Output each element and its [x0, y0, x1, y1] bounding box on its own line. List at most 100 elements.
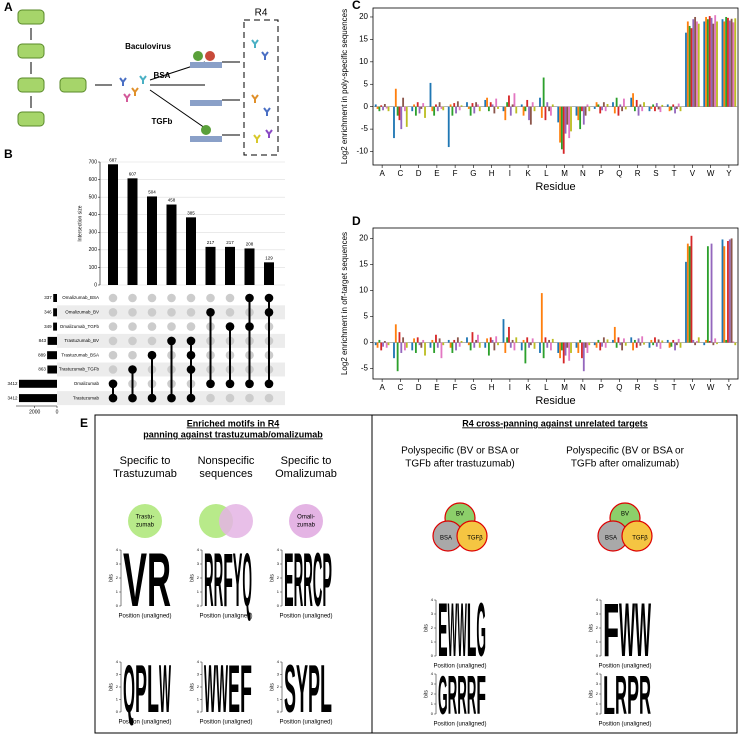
bar	[424, 342, 426, 356]
bar	[637, 338, 640, 343]
logo-x-label: Position (unaligned)	[118, 614, 171, 620]
bar	[385, 106, 388, 109]
set-size-label: 346	[44, 309, 52, 314]
bar	[473, 106, 476, 114]
bar	[225, 246, 235, 285]
bar	[550, 342, 552, 351]
bar	[727, 17, 729, 107]
bar	[398, 106, 401, 121]
empty-dot	[128, 308, 137, 317]
venn-label: zumab	[297, 523, 316, 529]
logo-letter: E	[228, 651, 240, 727]
cell	[59, 77, 87, 93]
bar	[666, 104, 669, 107]
bar	[471, 332, 474, 343]
bar	[453, 339, 456, 343]
member-dot	[186, 365, 196, 374]
x-tick-label: C	[397, 169, 403, 178]
logo-tick-label: 1	[197, 589, 200, 594]
value-label: 129	[265, 256, 273, 261]
bar	[734, 342, 737, 346]
bar	[613, 106, 616, 114]
bar	[568, 342, 571, 361]
x-tick-label: F	[453, 169, 458, 178]
member-dot	[167, 393, 176, 403]
bar	[637, 106, 640, 116]
column-title: Specific to	[120, 455, 171, 467]
bar	[484, 99, 487, 107]
member-dot	[108, 393, 118, 403]
r4-box	[243, 19, 279, 156]
schematic: R4 Baculovirus BSA TGFb	[17, 8, 279, 156]
x-tick-label: N	[580, 383, 586, 392]
bar	[455, 342, 457, 351]
y-tick-label: -5	[361, 124, 369, 133]
bar	[579, 339, 582, 343]
logo-axis-label: bits	[588, 690, 594, 698]
bar	[601, 106, 603, 111]
logo-letter: L	[147, 651, 159, 727]
bar	[632, 342, 634, 351]
x-axis-label: Residue	[535, 395, 575, 407]
bar	[531, 338, 534, 343]
logo-tick-label: 2	[116, 575, 119, 580]
set-size-label: 337	[44, 295, 52, 300]
bar	[697, 23, 700, 107]
member-dot	[245, 293, 254, 303]
bar	[688, 246, 691, 343]
x-tick-label: 2000	[29, 409, 40, 415]
bar	[657, 106, 660, 110]
bar	[672, 104, 675, 107]
bar	[458, 342, 461, 347]
bar	[630, 97, 633, 107]
empty-dot	[147, 322, 157, 331]
bar	[685, 261, 687, 343]
bar	[533, 106, 536, 112]
logo-tick-label: 3	[197, 561, 200, 566]
logo-letter: P	[135, 651, 147, 727]
bar	[497, 106, 499, 109]
logo-axis-label: bits	[588, 624, 594, 632]
logo-letter: Q	[123, 651, 135, 727]
logo-letter: G	[476, 588, 486, 673]
panel-label: C	[352, 0, 361, 12]
bar	[435, 104, 437, 107]
logo-tick-label: 3	[431, 611, 434, 616]
logo-tick-label: 2	[431, 625, 434, 630]
member-dot	[167, 336, 176, 346]
bar	[624, 106, 627, 110]
logo-tick-label: 1	[596, 639, 599, 644]
x-tick-label: Q	[616, 169, 622, 178]
empty-dot	[264, 393, 274, 403]
bar	[478, 342, 481, 348]
bar	[416, 102, 419, 107]
empty-dot	[186, 322, 196, 331]
bar	[606, 103, 609, 107]
empty-dot	[167, 293, 176, 303]
y-tick-label: 300	[89, 230, 98, 236]
venn	[128, 504, 162, 538]
logo-tick-label: 2	[431, 691, 434, 696]
bar	[559, 106, 561, 143]
bar	[654, 106, 656, 112]
bar	[630, 337, 633, 343]
empty-dot	[225, 308, 235, 317]
bar	[562, 106, 565, 154]
bar	[615, 97, 618, 107]
y-tick-label: 5	[364, 312, 369, 321]
bar	[601, 342, 603, 347]
logo-letter: Y	[296, 651, 308, 727]
logo-tick-label: 1	[431, 701, 434, 706]
x-tick-label: C	[397, 383, 403, 392]
bar	[633, 339, 636, 343]
bar	[411, 106, 414, 112]
logo-tick-label: 2	[116, 684, 119, 689]
logo-tick-label: 2	[277, 684, 280, 689]
bar	[581, 106, 583, 112]
bar	[522, 106, 525, 116]
x-tick-label: H	[489, 169, 495, 178]
bar	[466, 337, 468, 343]
logo-letter: F	[240, 651, 252, 727]
bar	[520, 342, 523, 351]
logo-tick-label: 3	[116, 561, 119, 566]
